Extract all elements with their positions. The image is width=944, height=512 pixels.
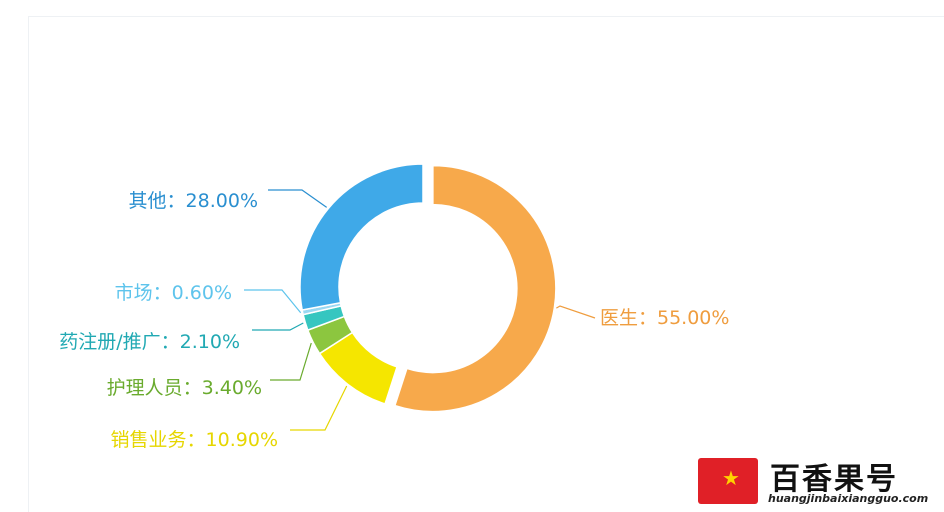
watermark-url: huangjinbaixiangguo.com bbox=[768, 492, 929, 505]
leader-line-5 bbox=[268, 189, 328, 208]
data-label-1: 销售业务：10.90% bbox=[111, 429, 278, 451]
data-label-2: 护理人员：3.40% bbox=[107, 377, 262, 399]
data-label-4: 市场：0.60% bbox=[115, 282, 232, 304]
leader-line-0 bbox=[556, 305, 596, 319]
data-label-0: 医生：55.00% bbox=[600, 307, 729, 329]
watermark-title: 百香果号 bbox=[770, 462, 898, 497]
donut-slice-5[interactable] bbox=[299, 163, 424, 311]
watermark-logo: ★ bbox=[698, 458, 758, 504]
donut-slice-0[interactable] bbox=[393, 164, 557, 413]
data-label-3: 药注册/推广：2.10% bbox=[59, 331, 240, 353]
data-label-5: 其他：28.00% bbox=[129, 190, 258, 212]
chart-panel bbox=[28, 16, 944, 512]
star-icon: ★ bbox=[722, 466, 740, 490]
leader-line-4 bbox=[244, 289, 302, 314]
watermark: ★ 百香果号 huangjinbaixiangguo.com bbox=[690, 450, 940, 510]
leader-line-3 bbox=[252, 322, 304, 331]
leader-line-1 bbox=[290, 385, 348, 431]
leader-line-2 bbox=[270, 342, 312, 381]
